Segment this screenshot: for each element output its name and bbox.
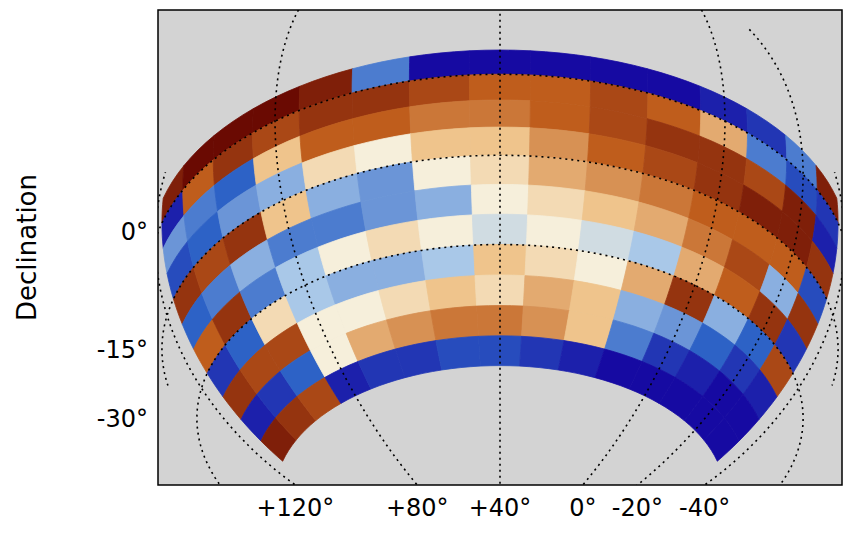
heat-cell (426, 276, 477, 311)
meridian (158, 172, 500, 485)
heat-cell (522, 306, 570, 341)
plot-frame (158, 10, 842, 485)
heat-cell (520, 336, 564, 370)
chart: +120° +80° +40° 0° -20° -40° 0° -15° -30° Declina… (0, 0, 846, 546)
plot-area (158, 10, 842, 485)
y-tick-label: -15° (97, 336, 148, 364)
meridian (500, 172, 842, 485)
meridian (275, 10, 500, 485)
x-tick-label: +80° (386, 494, 449, 522)
y-tick-label: -30° (97, 405, 148, 433)
chart-svg: +120° +80° +40° 0° -20° -40° 0° -15° -30° Declina… (0, 0, 846, 546)
x-tick-label: -40° (679, 494, 730, 522)
meridian (500, 27, 803, 485)
meridian (499, 10, 501, 485)
heat-cell (395, 341, 441, 378)
heat-cell (525, 245, 578, 280)
x-tick-label: +40° (469, 494, 532, 522)
heat-cell (436, 336, 480, 370)
x-tick-label: +120° (256, 494, 334, 522)
heat-cell (418, 215, 474, 251)
heat-cell (422, 245, 475, 280)
heat-cell (431, 306, 479, 341)
graticule (158, 10, 842, 485)
x-tick-label: 0° (569, 494, 596, 522)
parallel (197, 244, 803, 485)
x-tick-label: -20° (612, 494, 663, 522)
heat-cell (523, 276, 574, 311)
tick-labels: +120° +80° +40° 0° -20° -40° 0° -15° -30° (97, 218, 730, 522)
meridian (500, 10, 725, 485)
y-tick-label: 0° (121, 218, 148, 246)
y-axis-title: Declination (12, 174, 42, 321)
heat-cell (704, 418, 739, 461)
parallel (162, 155, 838, 385)
